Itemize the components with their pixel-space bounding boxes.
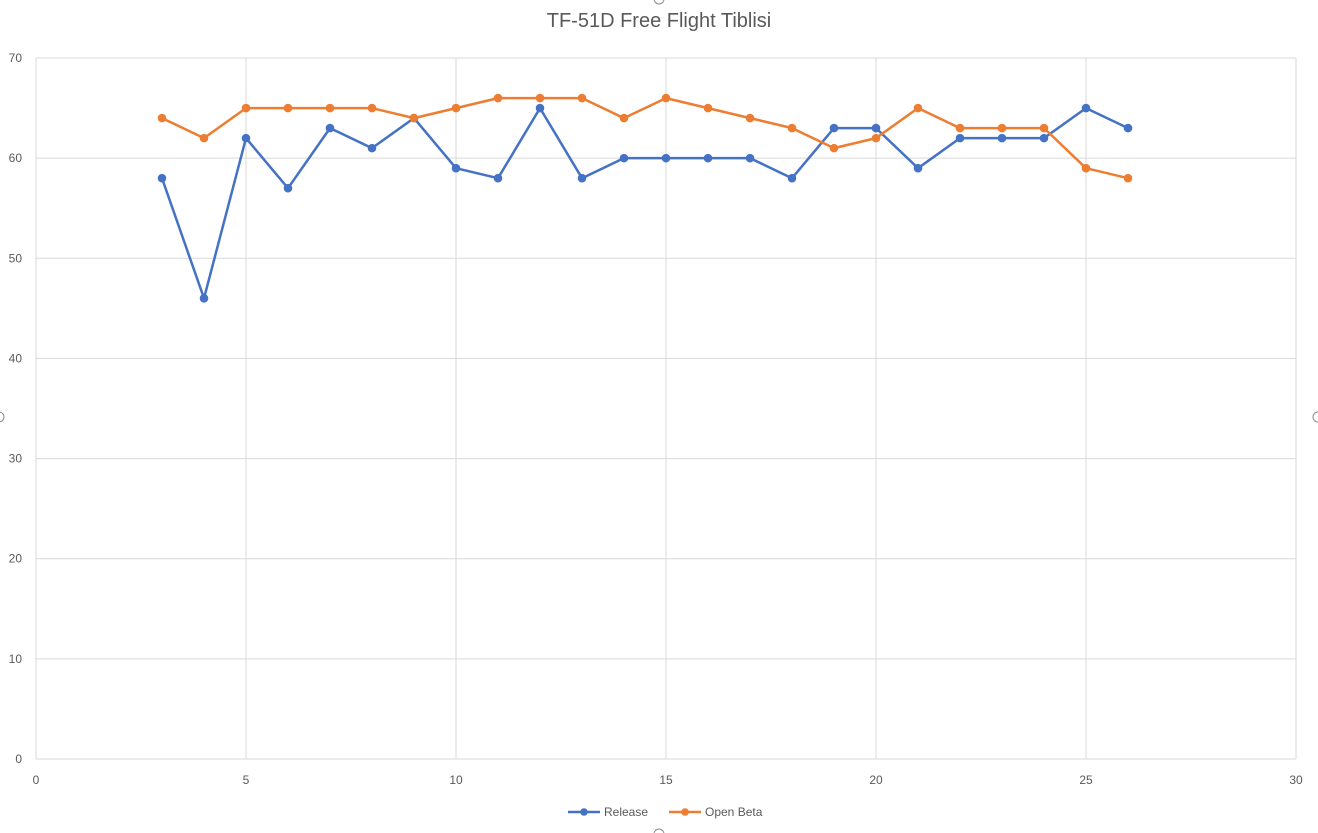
data-point bbox=[199, 294, 209, 303]
data-point bbox=[871, 123, 881, 133]
y-tick-label: 0 bbox=[15, 752, 22, 766]
legend-marker bbox=[580, 808, 588, 816]
data-point bbox=[619, 113, 629, 123]
legend: Release Open Beta bbox=[568, 805, 763, 819]
data-point bbox=[787, 123, 797, 133]
x-tick-label: 20 bbox=[869, 773, 883, 787]
y-tick-label: 70 bbox=[9, 51, 23, 65]
x-tick-label: 30 bbox=[1289, 773, 1303, 787]
axis-layer: 0 10 20 30 40 50 60 70 0 5 10 15 20 25 30 bbox=[9, 51, 1303, 787]
series-open-beta bbox=[157, 93, 1133, 183]
resize-handle[interactable] bbox=[653, 0, 665, 5]
resize-handle[interactable] bbox=[0, 411, 5, 423]
resize-handle[interactable] bbox=[653, 828, 665, 833]
y-tick-label: 60 bbox=[9, 151, 23, 165]
data-point bbox=[241, 133, 251, 143]
data-point bbox=[661, 93, 671, 103]
data-point bbox=[1123, 123, 1133, 133]
x-tick-label: 5 bbox=[243, 773, 250, 787]
data-point bbox=[913, 163, 923, 173]
data-point bbox=[871, 133, 881, 143]
data-point bbox=[1081, 163, 1091, 173]
data-point bbox=[199, 133, 209, 143]
data-point bbox=[661, 153, 671, 163]
data-point bbox=[283, 183, 293, 193]
data-point bbox=[1039, 133, 1049, 143]
resize-handle[interactable] bbox=[1312, 411, 1318, 423]
data-point bbox=[577, 93, 587, 103]
data-point bbox=[157, 173, 167, 183]
data-point bbox=[535, 93, 545, 103]
data-point bbox=[1081, 103, 1091, 113]
y-tick-label: 20 bbox=[9, 552, 23, 566]
data-point bbox=[745, 153, 755, 163]
data-point bbox=[325, 123, 335, 133]
x-tick-label: 0 bbox=[33, 773, 40, 787]
data-point bbox=[997, 123, 1007, 133]
series-layer bbox=[157, 93, 1133, 303]
data-point bbox=[535, 103, 545, 113]
legend-entry: Release bbox=[568, 805, 648, 819]
data-point bbox=[577, 173, 587, 183]
data-point bbox=[451, 163, 461, 173]
data-point bbox=[241, 103, 251, 113]
data-point bbox=[955, 133, 965, 143]
data-point bbox=[367, 103, 377, 113]
data-point bbox=[283, 103, 293, 113]
data-point bbox=[997, 133, 1007, 143]
data-point bbox=[157, 113, 167, 123]
data-point bbox=[451, 103, 461, 113]
series-line bbox=[161, 96, 1129, 180]
y-tick-label: 30 bbox=[9, 452, 23, 466]
data-point bbox=[367, 143, 377, 153]
x-tick-label: 10 bbox=[449, 773, 463, 787]
data-point bbox=[493, 93, 503, 103]
x-tick-label: 15 bbox=[659, 773, 673, 787]
data-point bbox=[325, 103, 335, 113]
data-point bbox=[1123, 173, 1133, 183]
data-point bbox=[493, 173, 503, 183]
data-point bbox=[829, 123, 839, 133]
y-tick-label: 50 bbox=[9, 251, 23, 265]
chart-title: TF-51D Free Flight Tiblisi bbox=[546, 10, 772, 32]
data-point bbox=[703, 153, 713, 163]
data-point bbox=[409, 113, 419, 123]
legend-label: Release bbox=[604, 805, 648, 819]
data-point bbox=[829, 143, 839, 153]
legend-label: Open Beta bbox=[705, 805, 763, 819]
grid-layer bbox=[35, 57, 1297, 760]
data-point bbox=[787, 173, 797, 183]
legend-marker bbox=[681, 808, 689, 816]
data-point bbox=[913, 103, 923, 113]
series-line bbox=[160, 106, 1129, 300]
data-point bbox=[745, 113, 755, 123]
data-point bbox=[1039, 123, 1049, 133]
y-tick-label: 40 bbox=[9, 351, 23, 365]
legend-entry: Open Beta bbox=[669, 805, 763, 819]
data-point bbox=[619, 153, 629, 163]
y-tick-label: 10 bbox=[9, 652, 23, 666]
x-tick-label: 25 bbox=[1079, 773, 1093, 787]
series-release bbox=[157, 103, 1133, 303]
data-point bbox=[703, 103, 713, 113]
data-point bbox=[955, 123, 965, 133]
